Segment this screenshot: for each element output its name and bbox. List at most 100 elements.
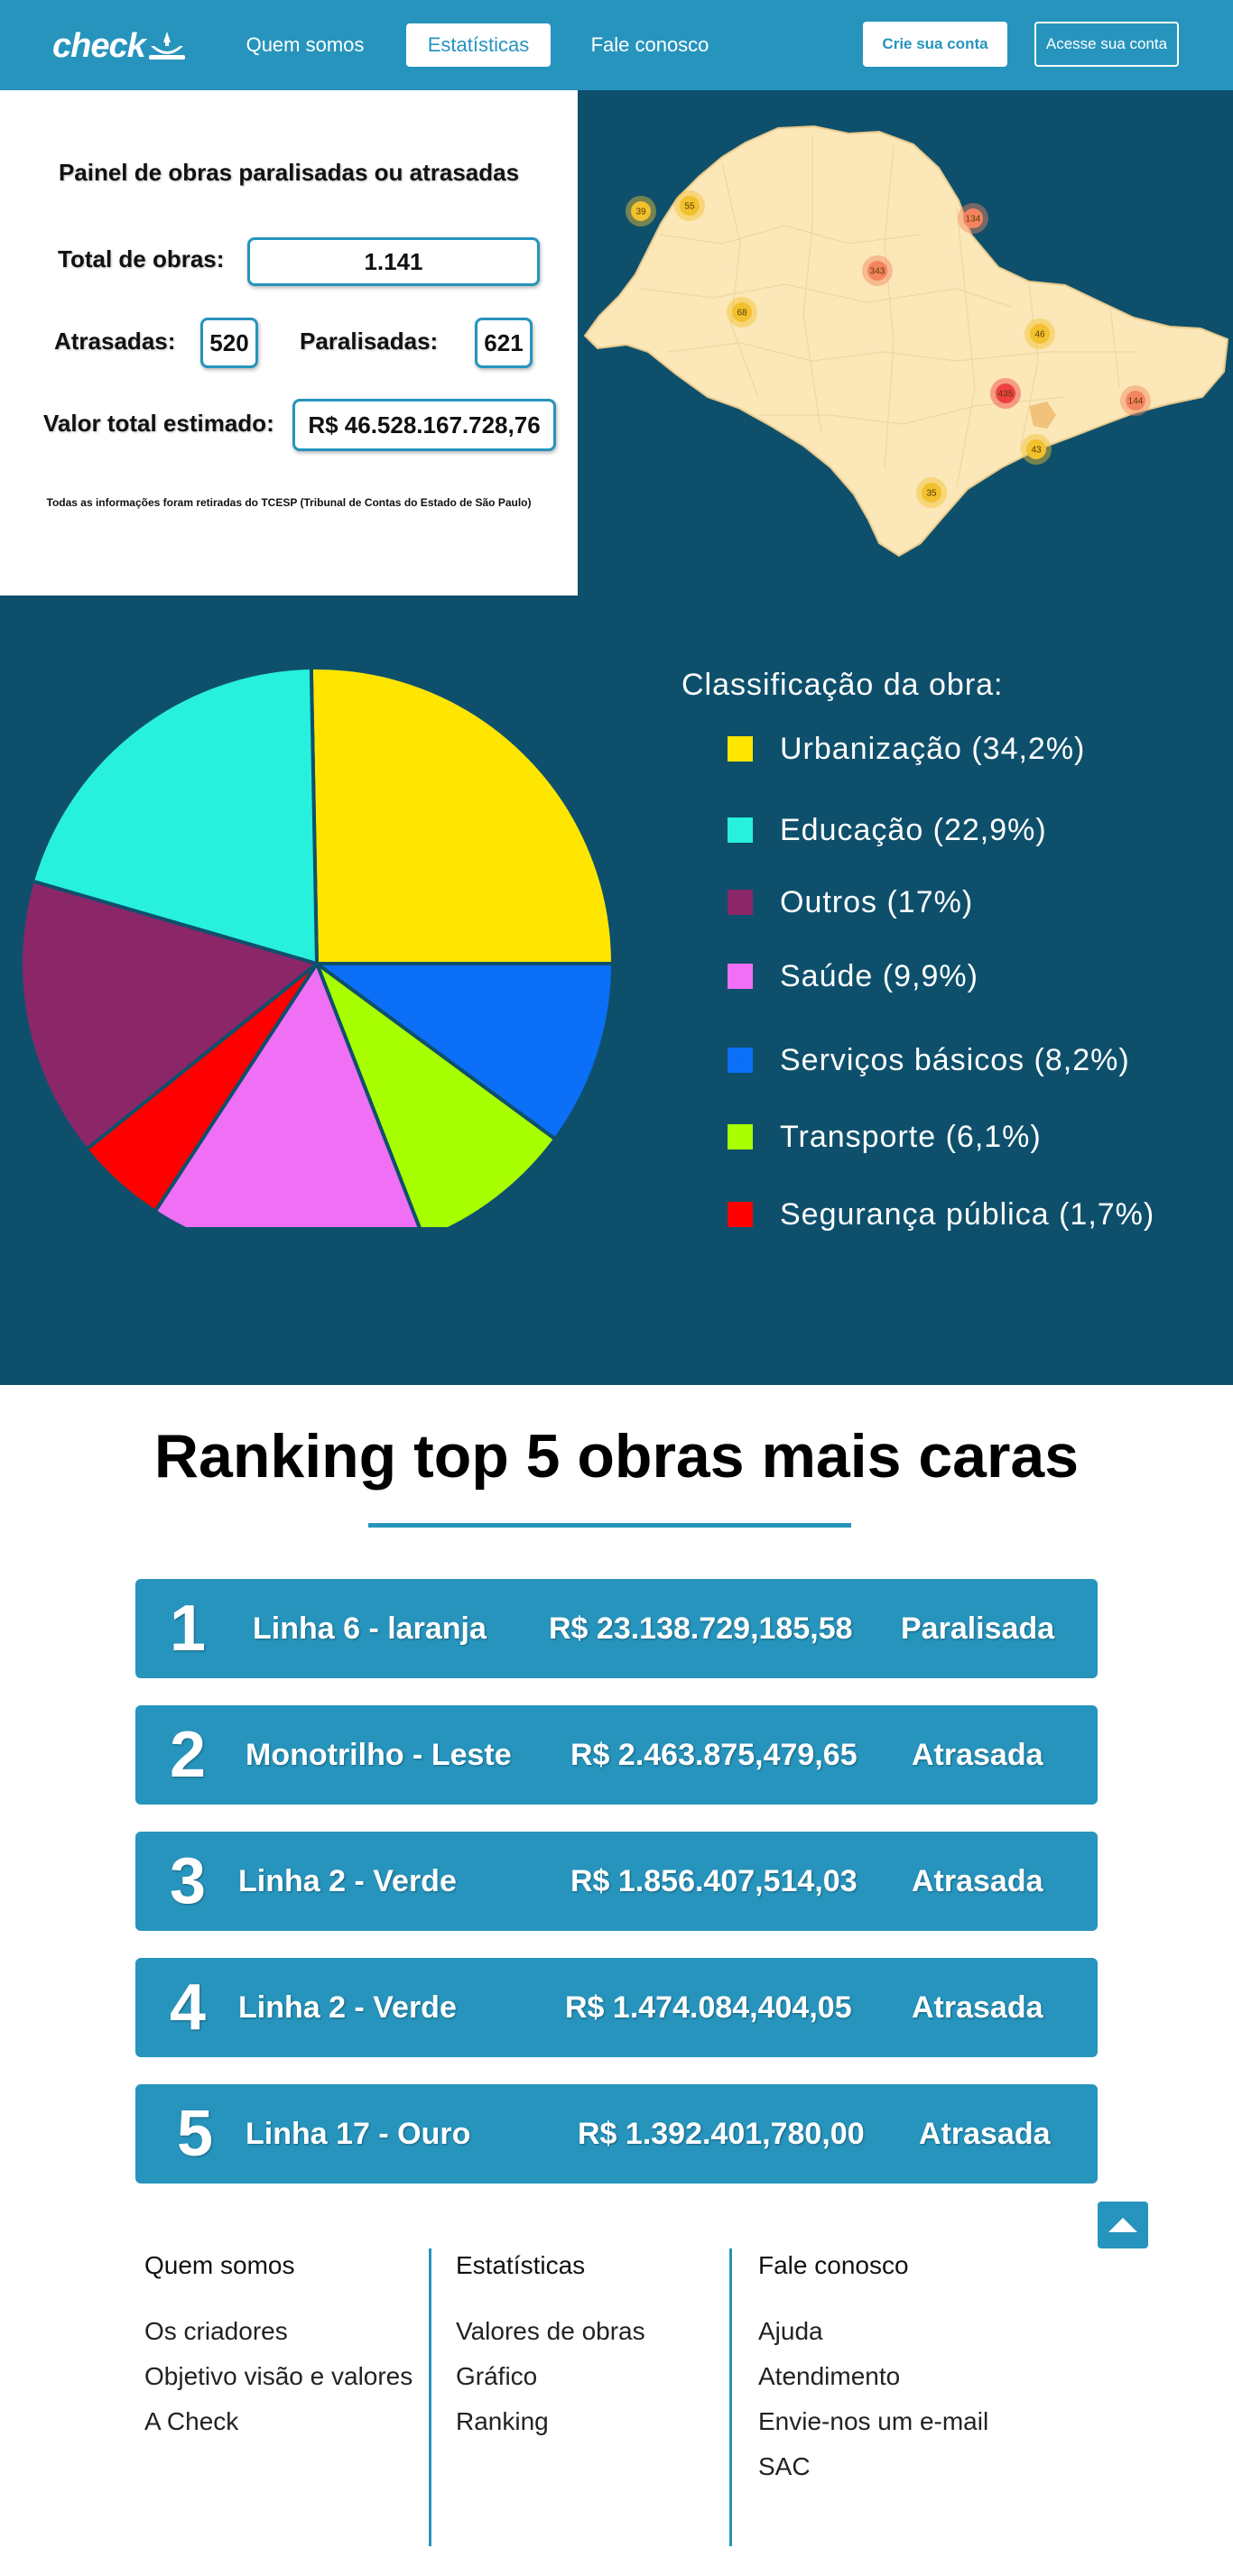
footer-link[interactable]: Valores de obras [456, 2317, 645, 2345]
map-cluster-marker[interactable]: 343 [862, 255, 893, 286]
legend-item: Transporte (6,1%) [728, 1119, 1042, 1155]
footer-link[interactable]: Atendimento [758, 2362, 901, 2390]
footer-link[interactable]: Ajuda [758, 2317, 823, 2345]
ranking-row[interactable]: 2 Monotrilho - Leste R$ 2.463.875,479,65… [135, 1705, 1098, 1805]
marker-count: 134 [966, 215, 981, 225]
legend-item: Serviços básicos (8,2%) [728, 1042, 1130, 1078]
footer-link[interactable]: Os criadores [144, 2317, 288, 2345]
rank-value: R$ 1.474.084,404,05 [565, 1990, 852, 2025]
metro-area [1029, 402, 1056, 429]
footer-link[interactable]: Gráfico [456, 2362, 538, 2390]
sao-paulo-map[interactable]: 39 55 134 343 68 46 435 144 43 35 [578, 90, 1233, 596]
nav-fale-conosco[interactable]: Fale conosco [590, 33, 709, 56]
pie-slice [311, 962, 616, 1142]
summary-panel: Painel de obras paralisadas ou atrasadas… [0, 90, 578, 596]
ranking-row[interactable]: 4 Linha 2 - Verde R$ 1.474.084,404,05 At… [135, 1958, 1098, 2057]
pie-slice [19, 879, 321, 1152]
check-badge-icon [147, 28, 187, 64]
pie-slice [30, 666, 320, 966]
nav-estatisticas[interactable]: Estatísticas [406, 23, 551, 67]
legend-item: Saúde (9,9%) [728, 958, 978, 994]
footer-divider [729, 2248, 732, 2546]
ranking-row[interactable]: 3 Linha 2 - Verde R$ 1.856.407,514,03 At… [135, 1832, 1098, 1931]
marker-count: 144 [1128, 397, 1144, 407]
stopped-value: 621 [475, 318, 533, 368]
marker-count: 55 [684, 202, 695, 212]
ranking-row[interactable]: 1 Linha 6 - laranja R$ 23.138.729,185,58… [135, 1579, 1098, 1678]
marker-count: 35 [926, 489, 937, 499]
marker-count: 68 [737, 309, 747, 319]
legend-label: Transporte (6,1%) [780, 1119, 1042, 1154]
legend-label: Outros (17%) [780, 884, 974, 919]
map-cluster-marker[interactable]: 134 [958, 203, 988, 234]
map-section: 39 55 134 343 68 46 435 144 43 35 [578, 90, 1233, 596]
nav-quem-somos[interactable]: Quem somos [246, 33, 365, 56]
rank-number: 4 [170, 1971, 207, 2044]
check-logo[interactable]: check [52, 25, 187, 67]
rank-number: 2 [170, 1719, 207, 1791]
legend-swatch [728, 964, 753, 989]
footer-column-estatisticas: Estatísticas Valores de obras Gráfico Ra… [456, 2251, 645, 2444]
signup-button[interactable]: Crie sua conta [863, 22, 1007, 67]
map-cluster-marker[interactable]: 46 [1024, 319, 1055, 349]
legend-label: Saúde (9,9%) [780, 958, 978, 993]
arrow-up-icon [1108, 2218, 1137, 2232]
footer-link[interactable]: A Check [144, 2407, 239, 2435]
municipality-borders [640, 135, 1137, 488]
footer-link[interactable]: Ranking [456, 2407, 549, 2435]
legend-swatch [728, 890, 753, 915]
footer-divider [429, 2248, 431, 2546]
legend-swatch [728, 1202, 753, 1227]
rank-status: Atrasada [912, 1990, 1043, 2025]
footer-link[interactable]: Objetivo visão e valores [144, 2362, 413, 2390]
map-cluster-marker[interactable]: 35 [916, 477, 947, 508]
ranking-title: Ranking top 5 obras mais caras [153, 1422, 1080, 1491]
rank-name: Monotrilho - Leste [246, 1738, 512, 1772]
ranking-row[interactable]: 5 Linha 17 - Ouro R$ 1.392.401,780,00 At… [135, 2084, 1098, 2184]
legend-label: Educação (22,9%) [780, 812, 1047, 847]
marker-count: 43 [1031, 446, 1042, 456]
legend-label: Segurança pública (1,7%) [780, 1196, 1155, 1232]
rank-value: R$ 1.856.407,514,03 [570, 1864, 858, 1898]
estimated-label: Valor total estimado: [43, 410, 274, 437]
total-label: Total de obras: [58, 245, 225, 272]
map-cluster-marker[interactable]: 39 [626, 196, 656, 226]
marker-count: 343 [870, 267, 885, 277]
legend-swatch [728, 817, 753, 843]
rank-number: 5 [177, 2098, 214, 2170]
footer-heading: Quem somos [144, 2251, 295, 2279]
map-cluster-marker[interactable]: 144 [1120, 385, 1151, 416]
legend-item: Segurança pública (1,7%) [728, 1196, 1154, 1233]
rank-status: Paralisada [901, 1611, 1055, 1646]
marker-count: 39 [635, 208, 646, 217]
footer-link[interactable]: SAC [758, 2452, 811, 2480]
logo-text: check [52, 26, 146, 65]
ranking-underline [368, 1523, 851, 1528]
legend-swatch [728, 1048, 753, 1073]
source-note: Todas as informações foram retiradas do … [46, 496, 532, 509]
map-cluster-marker[interactable]: 435 [990, 378, 1021, 409]
back-to-top-button[interactable] [1098, 2202, 1148, 2248]
classification-chart-section: Classificação da obra: Urbanização (34,2… [0, 596, 1233, 1385]
late-value: 520 [200, 318, 258, 368]
footer-column-fale-conosco: Fale conosco Ajuda Atendimento Envie-nos… [758, 2251, 988, 2489]
pie-chart [19, 666, 616, 1227]
marker-count: 435 [998, 390, 1014, 400]
login-button[interactable]: Acesse sua conta [1034, 22, 1179, 67]
late-label: Atrasadas: [54, 328, 176, 355]
map-cluster-marker[interactable]: 68 [727, 297, 757, 328]
legend-label: Serviços básicos (8,2%) [780, 1042, 1130, 1077]
rank-number: 3 [170, 1845, 207, 1917]
footer-heading: Estatísticas [456, 2251, 586, 2279]
legend-label: Urbanização (34,2%) [780, 731, 1086, 766]
rank-value: R$ 1.392.401,780,00 [578, 2117, 865, 2151]
footer-link[interactable]: Envie-nos um e-mail [758, 2407, 989, 2435]
legend-item: Urbanização (34,2%) [728, 731, 1085, 767]
footer-column-quem-somos: Quem somos Os criadores Objetivo visão e… [144, 2251, 413, 2444]
map-cluster-marker[interactable]: 55 [674, 190, 705, 221]
chart-title: Classificação da obra: [681, 668, 1004, 702]
map-cluster-marker[interactable]: 43 [1021, 434, 1052, 465]
rank-name: Linha 6 - laranja [253, 1611, 487, 1646]
rank-name: Linha 2 - Verde [238, 1990, 457, 2025]
legend-swatch [728, 736, 753, 762]
